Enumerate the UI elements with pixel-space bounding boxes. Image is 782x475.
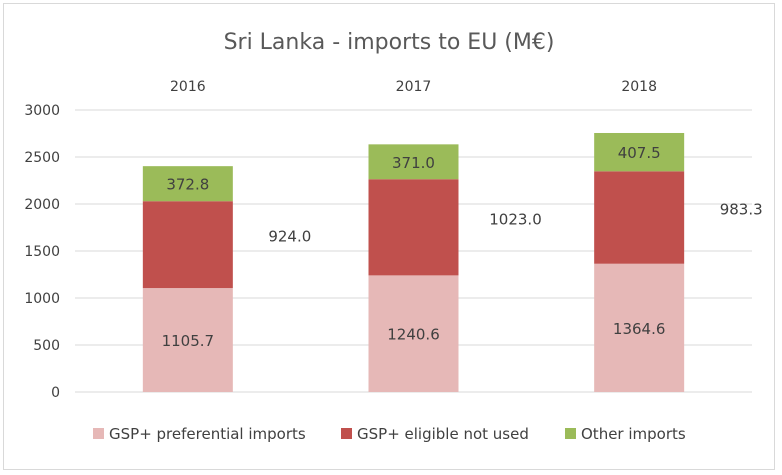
bar-segment-2017-0 <box>368 275 459 392</box>
bar-segment-2018-1 <box>594 171 685 264</box>
bar-segment-2018-2 <box>594 132 685 172</box>
bar-segment-2016-0 <box>142 288 233 392</box>
y-axis: 0 500 1000 1500 2000 2500 3000 <box>24 103 60 401</box>
y-tick-label-1500: 1500 <box>24 244 60 260</box>
data-label-2017-1: 1023.0 <box>489 210 542 228</box>
data-label-2016-1: 924.0 <box>268 228 311 246</box>
category-labels: 2016 2017 2018 <box>170 79 657 95</box>
legend-swatch-2 <box>565 428 576 439</box>
data-label-2017-2: 371.0 <box>392 154 435 172</box>
data-label-2018-2: 407.5 <box>618 144 661 162</box>
y-tick-label-2500: 2500 <box>24 150 60 166</box>
category-label-2018: 2018 <box>621 79 657 95</box>
y-tick-label-3000: 3000 <box>24 103 60 119</box>
legend-label-2: Other imports <box>581 425 686 443</box>
bar-segment-2017-2 <box>368 144 459 180</box>
legend: GSP+ preferential imports GSP+ eligible n… <box>93 425 686 443</box>
bar-segment-2016-1 <box>142 201 233 289</box>
data-label-2016-0: 1105.7 <box>162 332 215 350</box>
bars: 1105.7 924.0 372.8 1240.6 1023.0 371.0 1364.6 9… <box>142 132 763 392</box>
chart-title: Sri Lanka - imports to EU (M€) <box>224 30 555 55</box>
data-label-2017-0: 1240.6 <box>387 326 440 344</box>
legend-label-0: GSP+ preferential imports <box>109 425 306 443</box>
legend-label-1: GSP+ eligible not used <box>357 425 529 443</box>
category-label-2016: 2016 <box>170 79 206 95</box>
y-tick-label-1000: 1000 <box>24 291 60 307</box>
y-tick-label-0: 0 <box>51 385 60 401</box>
bar-segment-2016-2 <box>142 166 233 202</box>
y-tick-label-2000: 2000 <box>24 197 60 213</box>
bar-segment-2017-1 <box>368 179 459 276</box>
data-label-2016-2: 372.8 <box>166 176 209 194</box>
data-label-2018-0: 1364.6 <box>613 320 666 338</box>
data-label-2018-1: 983.3 <box>720 201 763 219</box>
bar-segment-2018-0 <box>594 263 685 392</box>
y-tick-label-500: 500 <box>33 338 60 354</box>
category-label-2017: 2017 <box>396 79 432 95</box>
legend-swatch-1 <box>341 428 352 439</box>
legend-swatch-0 <box>93 428 104 439</box>
